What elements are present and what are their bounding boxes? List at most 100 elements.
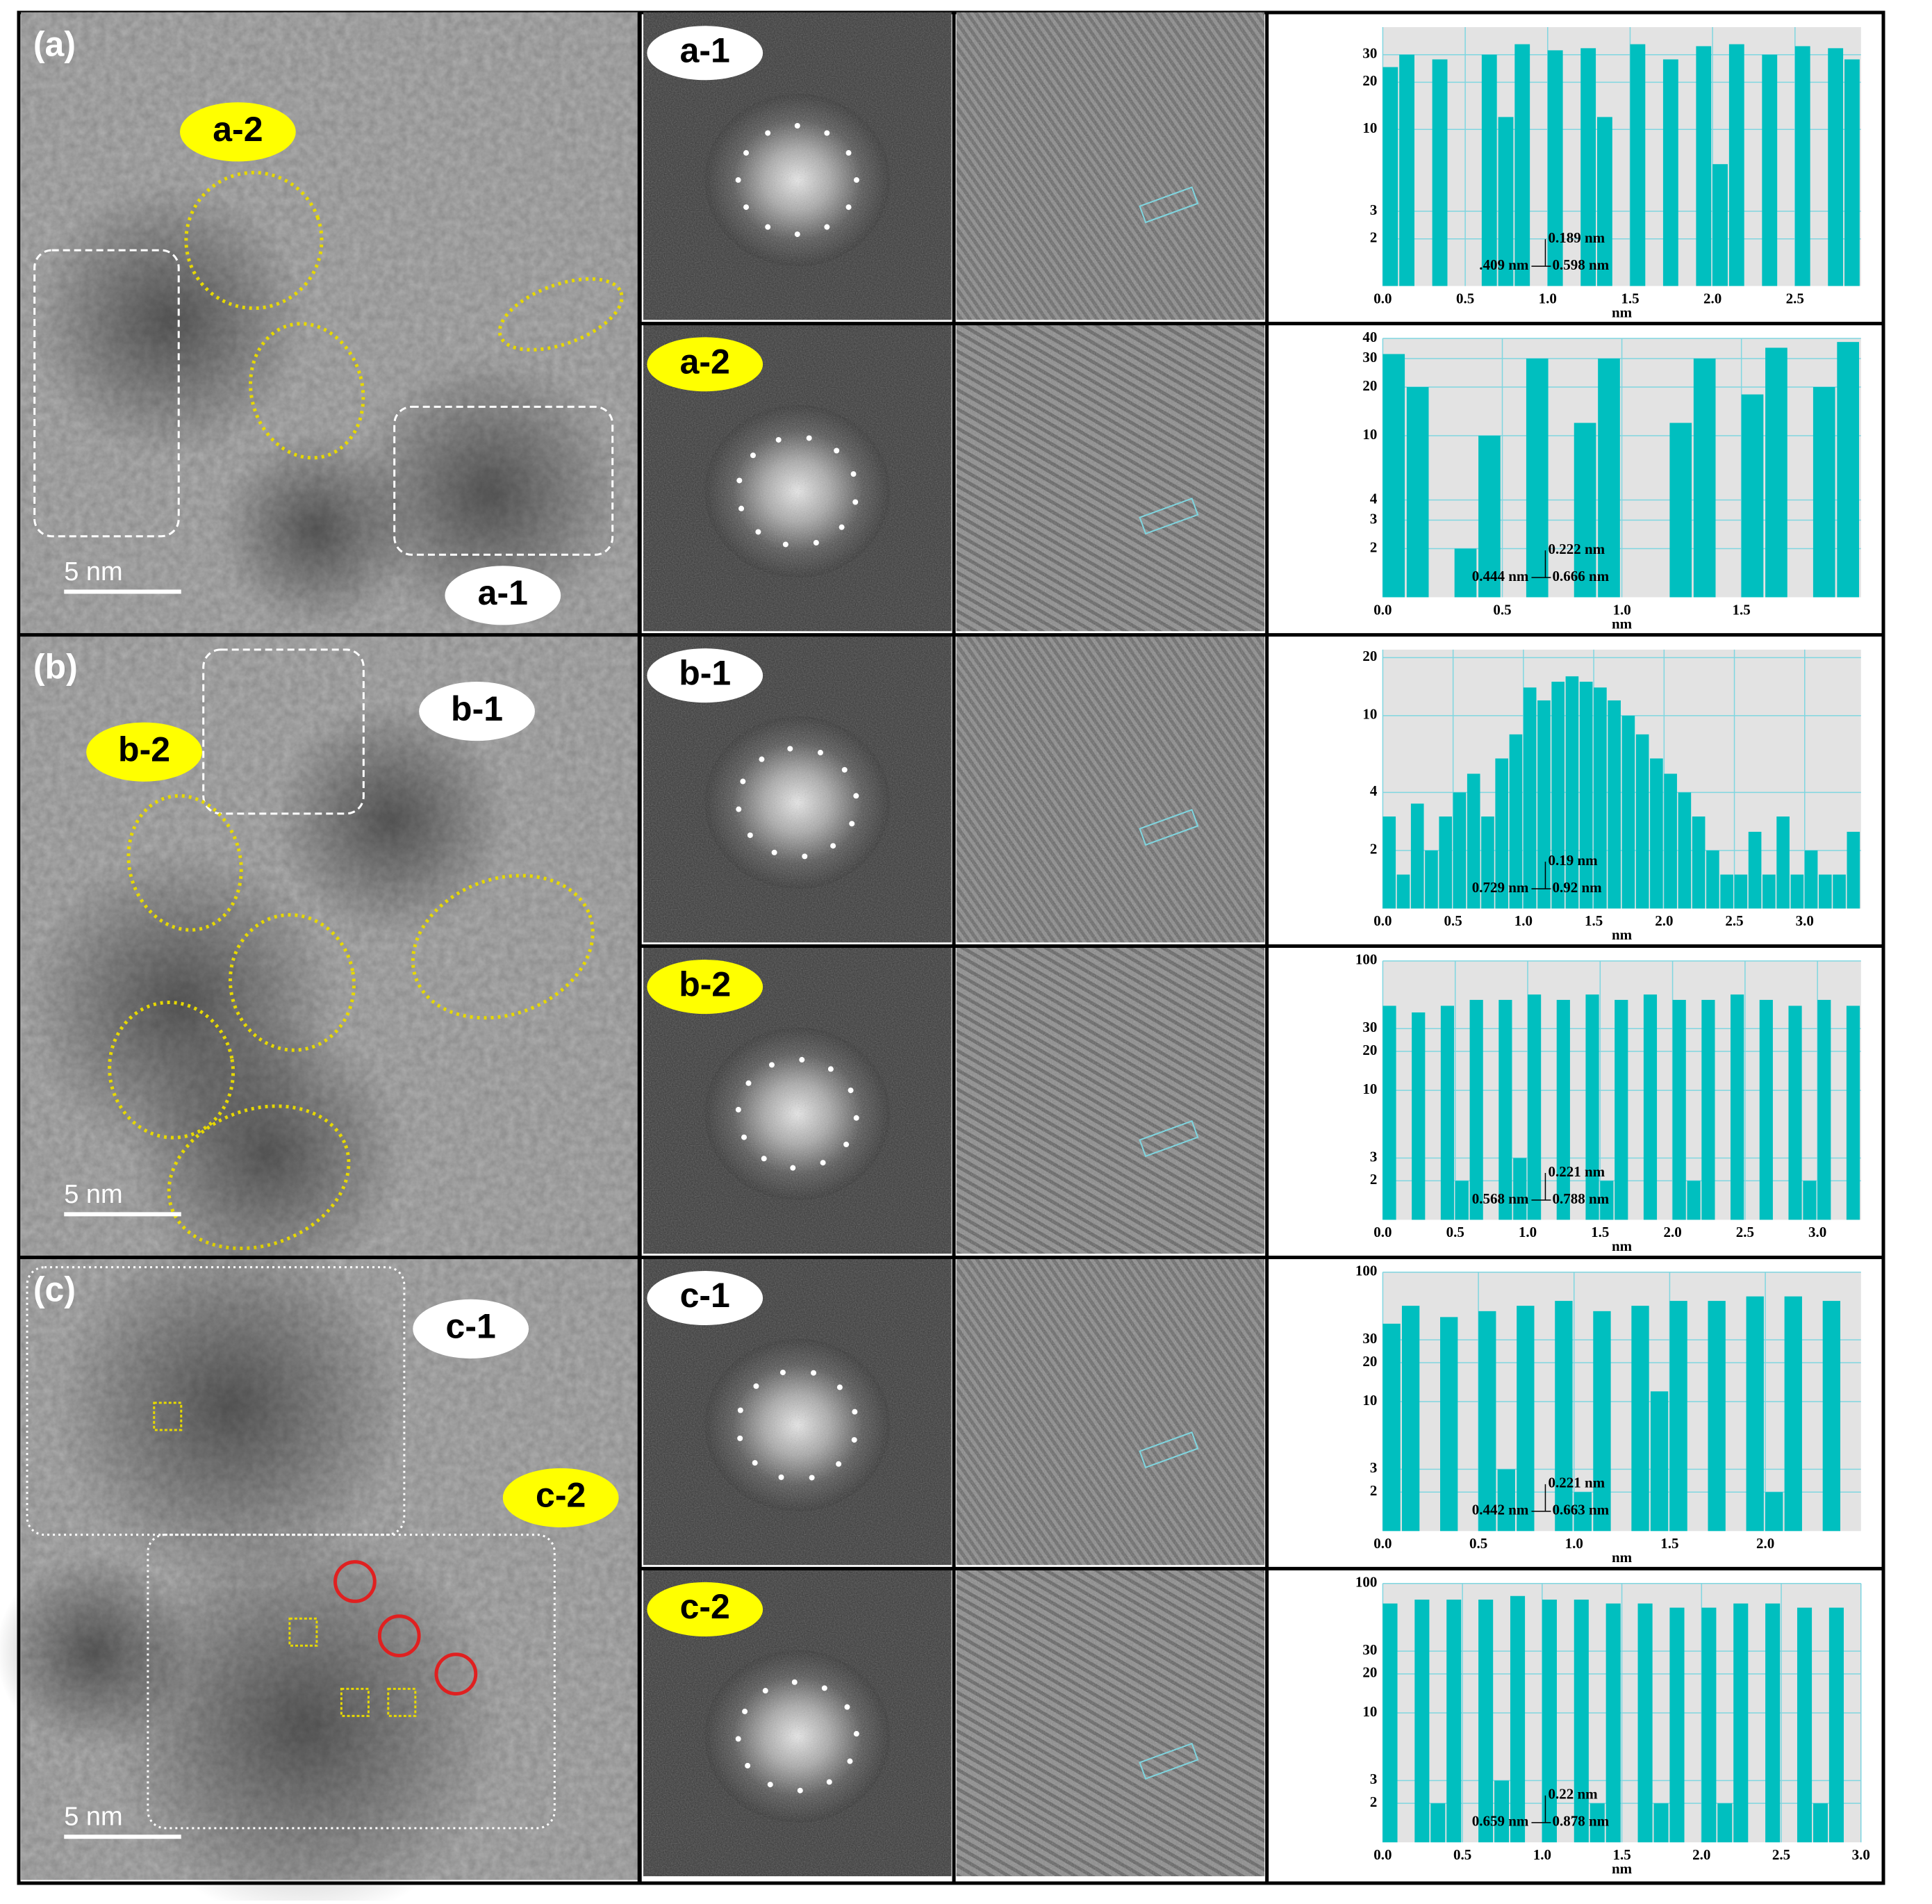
fft-spot (759, 756, 765, 762)
x-tick-label: 1.0 (1519, 1224, 1537, 1240)
y-tick-label: 30 (1362, 349, 1377, 366)
x-axis-label: nm (1612, 1860, 1633, 1877)
x-tick-label: 1.0 (1565, 1535, 1583, 1552)
fft-spot (797, 1787, 803, 1794)
bar (1784, 1296, 1802, 1532)
region-box (202, 648, 365, 815)
y-tick-label: 10 (1362, 1392, 1377, 1409)
fft-spot (741, 1134, 747, 1140)
fft-spot (834, 448, 840, 454)
x-tick-label: 1.0 (1539, 290, 1557, 306)
fft-spot (742, 1708, 748, 1714)
bar (1565, 676, 1579, 909)
x-tick-label: 1.5 (1660, 1535, 1678, 1552)
fft-spot (830, 843, 836, 849)
tem-panel: (b) 5 nm b-1 b-2 (21, 634, 638, 1291)
x-tick-label: 0.0 (1373, 1535, 1392, 1552)
fft-spot (762, 1688, 768, 1694)
bar (1399, 54, 1414, 286)
bar (1494, 1780, 1510, 1843)
fft-spot (844, 1704, 850, 1710)
bar (1412, 1012, 1426, 1220)
annotation: 0.598 nm (1552, 256, 1609, 273)
bar (1653, 1803, 1669, 1843)
bar (1765, 347, 1787, 598)
x-tick-label: 2.0 (1692, 1846, 1710, 1863)
x-axis-label: nm (1612, 615, 1633, 632)
x-tick-label: 2.5 (1736, 1224, 1754, 1240)
fft-spot (813, 539, 819, 545)
x-tick-label: 3.0 (1852, 1846, 1870, 1863)
label-oval (419, 682, 535, 741)
filtered-panel (956, 323, 1265, 632)
dark-region (351, 354, 627, 632)
x-tick-label: 0.5 (1446, 1224, 1464, 1240)
bar (1410, 803, 1424, 909)
bar (1819, 874, 1832, 909)
dark-region (31, 182, 307, 459)
filtered-noise (956, 323, 1265, 632)
label-oval (647, 26, 763, 81)
x-tick-label: 1.5 (1621, 290, 1639, 306)
y-tick-label: 3 (1370, 510, 1378, 527)
filtered-panel (956, 634, 1265, 943)
measure-box (1139, 1742, 1199, 1780)
bar (1765, 1492, 1783, 1532)
bar (1551, 682, 1564, 909)
annotation: 0.189 nm (1548, 229, 1605, 246)
fft-spot (851, 1437, 857, 1443)
fft-spot (827, 1066, 834, 1072)
fft-spot (765, 130, 771, 136)
fft-spot (836, 1461, 842, 1467)
bar (1579, 682, 1593, 909)
label-oval (647, 648, 763, 703)
x-tick-label: 2.5 (1725, 912, 1743, 929)
particle-outline (497, 277, 624, 352)
annotation: 0.22 nm (1548, 1786, 1598, 1803)
fft-spot (743, 204, 750, 211)
y-tick-label: 2 (1370, 1794, 1378, 1810)
profile-chart: 2 3 10 20 30 100 0.0 0.5 1.0 1.5 2.0 2.5 3.0 nm 0.22 n… (1355, 1574, 1870, 1878)
y-tick-label: 3 (1370, 1771, 1378, 1787)
bar (1547, 50, 1563, 286)
bar (1481, 54, 1497, 286)
fft-spot (735, 177, 741, 183)
bar (1712, 164, 1728, 286)
fft-spot (811, 1370, 817, 1376)
bar (1837, 342, 1859, 598)
bar (1382, 816, 1396, 909)
bar (1396, 874, 1410, 909)
annotation: 0.444 nm (1472, 568, 1529, 584)
bar (1669, 1301, 1687, 1532)
row-label: c-2 (536, 1476, 586, 1515)
bar (1414, 1599, 1430, 1843)
y-tick-label: 20 (1362, 1353, 1377, 1370)
bar (1596, 117, 1612, 286)
bar (1672, 999, 1686, 1220)
annotation: 0.19 nm (1548, 852, 1598, 869)
annotation: 0.659 nm (1472, 1813, 1529, 1830)
bar (1701, 1607, 1717, 1843)
panel-letter: (b) (33, 647, 78, 686)
x-tick-label: 0.5 (1493, 601, 1511, 618)
profile-chart: 2 3 4 10 20 30 40 0.0 0.5 1.0 1.5 nm 0.222 nm 0.444 n… (1362, 329, 1861, 632)
bar (1643, 994, 1658, 1220)
fft-spot (767, 1782, 773, 1788)
bar (1731, 994, 1744, 1220)
row-label: a-1 (680, 31, 730, 69)
region-box (147, 1534, 556, 1830)
y-tick-label: 2 (1370, 539, 1378, 555)
defect-square (340, 1687, 370, 1717)
bar (1631, 1306, 1649, 1532)
fft-spot (753, 1383, 759, 1389)
bar (1790, 874, 1804, 909)
y-tick-label: 100 (1355, 1263, 1378, 1279)
y-tick-label: 20 (1362, 648, 1377, 664)
row-label: b-2 (679, 965, 731, 1003)
fft-spot (853, 1115, 859, 1121)
bar (1439, 816, 1453, 909)
annotation: 0.221 nm (1548, 1163, 1605, 1180)
fft-spot (791, 1679, 798, 1685)
y-tick-label: 20 (1362, 1664, 1377, 1681)
row-label: c-1 (680, 1276, 730, 1315)
